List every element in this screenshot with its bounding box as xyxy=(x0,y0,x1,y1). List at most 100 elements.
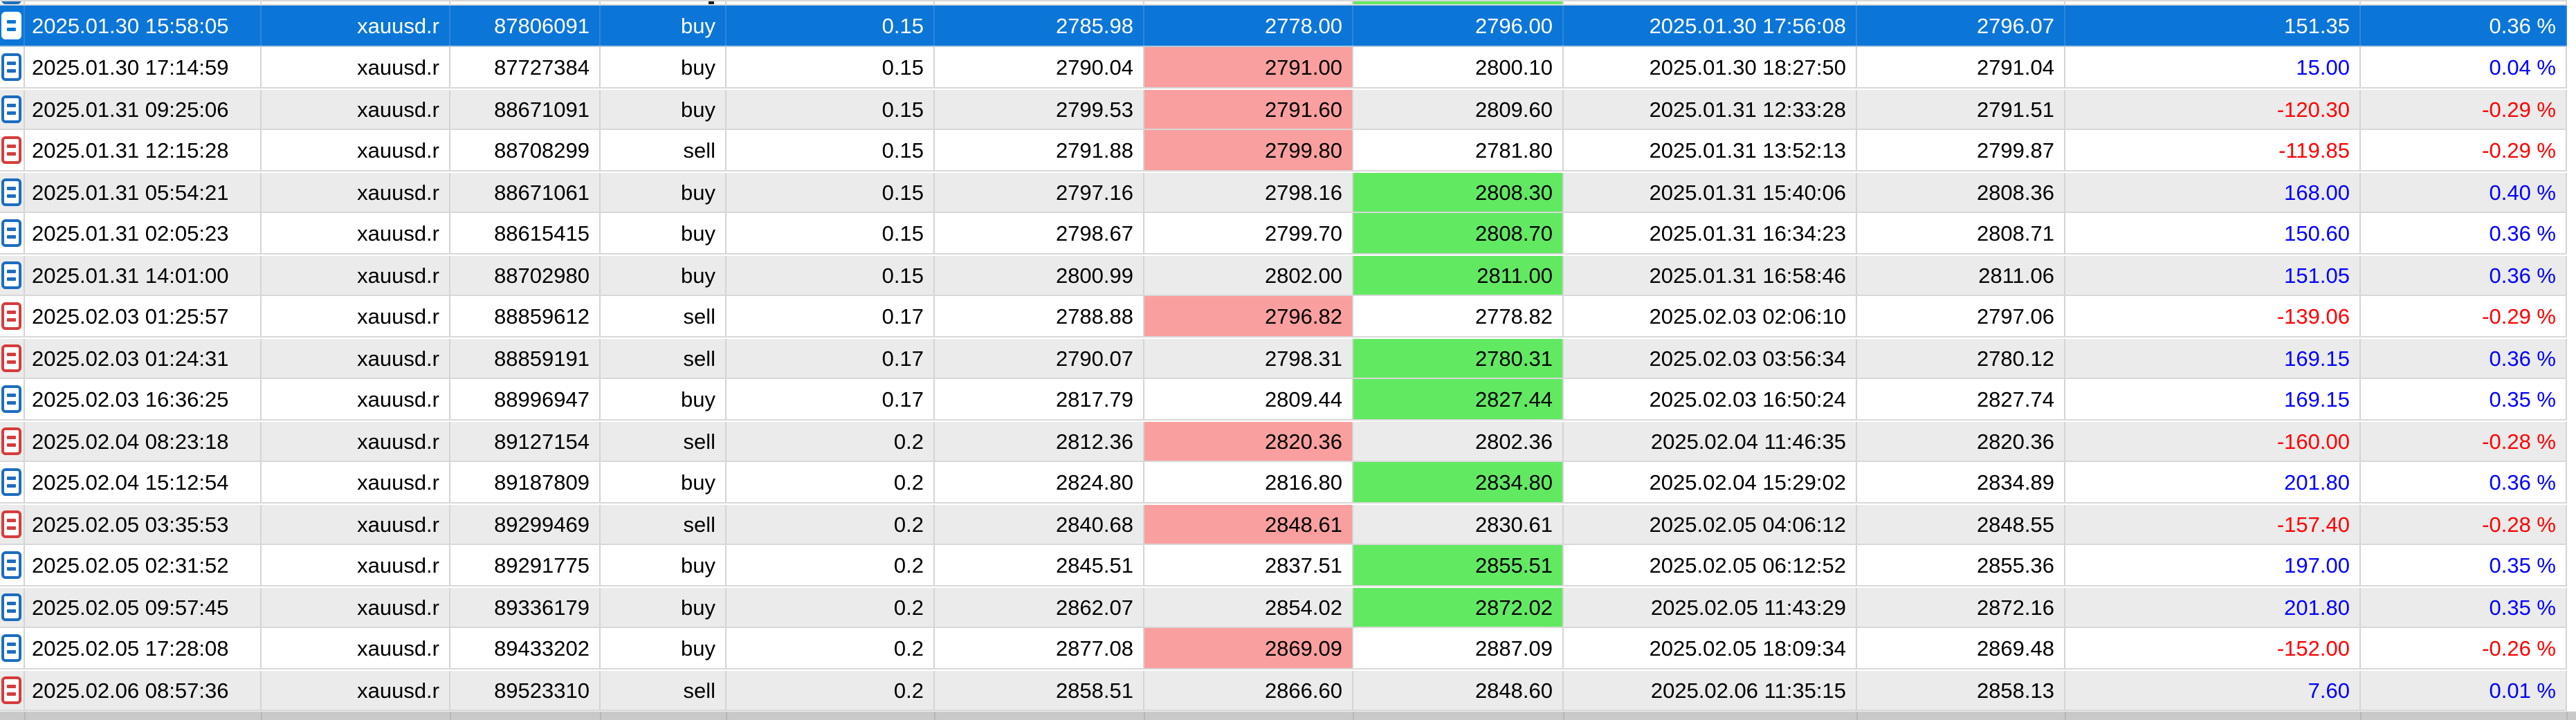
cell-take-profit: 2780.31 xyxy=(1353,339,1564,378)
cell-profit: 7.60 xyxy=(2065,671,2361,710)
table-row[interactable]: 2025.02.04 15:12:54 xauusd.r 89187809 buy 0.… xyxy=(0,462,2567,504)
cell-type: sell xyxy=(601,130,727,170)
cell-profit-percent: 0.35 % xyxy=(2361,545,2567,585)
table-row[interactable]: 2025.01.30 17:14:59 xauusd.r 87727384 buy 0.… xyxy=(0,47,2567,89)
cell-stop-loss: 2854.02 xyxy=(1144,588,1353,627)
cell-ticket: 88996947 xyxy=(450,379,601,419)
cell-symbol: xauusd.r xyxy=(262,462,450,502)
table-row[interactable]: 2025.01.31 09:25:06 xauusd.r 88671091 buy 0.… xyxy=(0,89,2567,130)
cell-type: buy xyxy=(601,47,727,87)
table-row[interactable]: 2025.02.05 09:57:45 xauusd.r 89336179 buy 0.… xyxy=(0,587,2567,628)
horizontal-scrollbar-track[interactable] xyxy=(0,711,2576,720)
cell-take-profit: 2834.80 xyxy=(1353,462,1564,502)
cell-stop-loss: 2778.00 xyxy=(1144,6,1353,46)
table-row[interactable]: 2025.02.04 08:23:18 xauusd.r 89127154 sell 0… xyxy=(0,421,2567,462)
table-row[interactable]: 2025.02.05 02:31:52 xauusd.r 89291775 buy 0.… xyxy=(0,545,2567,587)
order-icon-cell xyxy=(0,379,25,419)
cell-close-time: 2025.01.30 17:56:08 xyxy=(1564,6,1857,46)
cell-profit-percent: 0.36 % xyxy=(2361,256,2567,295)
cell-take-profit: 2796.00 xyxy=(1353,6,1564,46)
cell-close-time: 2025.01.31 12:33:28 xyxy=(1564,90,1857,129)
cell-symbol: xauusd.r xyxy=(262,379,450,419)
cell-open-price: 2877.08 xyxy=(935,628,1144,668)
cell-symbol: xauusd.r xyxy=(262,47,450,87)
cell-open-price: 2797.16 xyxy=(935,173,1144,212)
cell-open-price: 2798.67 xyxy=(935,213,1144,253)
cell-ticket: 87727384 xyxy=(450,47,601,87)
table-row[interactable]: 2025.02.03 01:25:57 xauusd.r 88859612 sell 0… xyxy=(0,296,2567,338)
cell-profit xyxy=(2065,1,2361,4)
cell-type: sell xyxy=(601,422,727,461)
cell-symbol: xauusd.r xyxy=(262,505,450,544)
cell-open-time: 2025.01.31 02:05:23 xyxy=(25,213,262,253)
sell-order-icon xyxy=(1,510,21,538)
cell-open-price: 2812.36 xyxy=(935,422,1144,461)
cell-open-price: 2800.99 xyxy=(935,256,1144,295)
scrollbar-column-tick xyxy=(2065,712,2066,720)
cell-open-time: 2025.01.30 17:14:59 xyxy=(25,47,262,87)
cell-symbol: xauusd.r xyxy=(262,90,450,129)
cell-close-time: 2025.01.30 18:27:50 xyxy=(1564,47,1857,87)
cell-stop-loss: 2848.61 xyxy=(1144,505,1353,544)
table-row[interactable]: 2025.02.05 03:35:53 xauusd.r 89299469 sell 0… xyxy=(0,504,2567,545)
table-row[interactable]: 2025.01.30 15:58:05 xauusd.r 87806091 buy 0.… xyxy=(0,6,2567,47)
table-row[interactable]: 2025.02.03 01:24:31 xauusd.r 88859191 sell 0… xyxy=(0,338,2567,379)
cell-symbol: xauusd.r xyxy=(262,173,450,212)
cell-close-time: 2025.02.05 11:43:29 xyxy=(1564,588,1857,627)
cell-type: buy xyxy=(601,90,727,129)
cell-symbol: xauusd.r xyxy=(262,256,450,295)
cell-close-price: 2796.07 xyxy=(1857,6,2065,46)
cell-open-price: 2785.98 xyxy=(935,6,1144,46)
cell-close-price xyxy=(1857,1,2065,4)
scrollbar-column-tick xyxy=(600,712,601,720)
cell-close-time: 2025.02.04 11:46:35 xyxy=(1564,422,1857,461)
cell-profit-percent: 0.04 % xyxy=(2361,47,2567,87)
cell-type: buy xyxy=(601,545,727,585)
cell-profit: -119.85 xyxy=(2065,130,2361,170)
buy-order-icon xyxy=(1,53,21,81)
cell-take-profit: 2808.30 xyxy=(1353,173,1564,212)
cell-stop-loss: 2809.44 xyxy=(1144,379,1353,419)
cell-open-price xyxy=(935,1,1144,4)
table-row[interactable]: 2025.02.05 17:28:08 xauusd.r 89433202 buy 0.… xyxy=(0,628,2567,670)
cell-volume: 0.15 xyxy=(727,47,935,87)
cell-close-time: 2025.01.31 13:52:13 xyxy=(1564,130,1857,170)
cell-type: sell xyxy=(601,296,727,336)
sell-order-icon xyxy=(1,676,21,704)
cell-profit: 151.05 xyxy=(2065,256,2361,295)
cell-close-time: 2025.02.03 03:56:34 xyxy=(1564,339,1857,378)
cell-close-price: 2808.36 xyxy=(1857,173,2065,212)
table-row[interactable] xyxy=(0,0,2567,6)
table-row[interactable]: 2025.01.31 05:54:21 xauusd.r 88671061 buy 0.… xyxy=(0,172,2567,213)
cell-volume: 0.2 xyxy=(727,505,935,544)
cell-stop-loss: 2866.60 xyxy=(1144,671,1353,710)
cell-profit: 168.00 xyxy=(2065,173,2361,212)
cell-symbol: xauusd.r xyxy=(262,130,450,170)
buy-order-icon xyxy=(1,261,21,289)
cell-close-price: 2855.36 xyxy=(1857,545,2065,585)
cell-open-time: 2025.02.04 15:12:54 xyxy=(25,462,262,502)
order-icon-cell xyxy=(0,628,25,668)
cell-profit-percent: 0.35 % xyxy=(2361,379,2567,419)
cell-close-time: 2025.01.31 16:58:46 xyxy=(1564,256,1857,295)
table-row[interactable]: 2025.01.31 14:01:00 xauusd.r 88702980 buy 0.… xyxy=(0,255,2567,296)
scrollbar-column-tick xyxy=(934,712,935,720)
cell-profit: 201.80 xyxy=(2065,588,2361,627)
table-row[interactable]: 2025.01.31 12:15:28 xauusd.r 88708299 sell 0… xyxy=(0,130,2567,172)
cell-close-price: 2872.16 xyxy=(1857,588,2065,627)
cell-volume: 0.17 xyxy=(727,379,935,419)
table-row[interactable]: 2025.01.31 02:05:23 xauusd.r 88615415 buy 0.… xyxy=(0,213,2567,255)
scrollbar-column-tick xyxy=(261,712,262,720)
cell-profit-percent: -0.28 % xyxy=(2361,505,2567,544)
table-row[interactable]: 2025.02.06 08:57:36 xauusd.r 89523310 sell 0… xyxy=(0,670,2567,711)
table-row[interactable]: 2025.02.03 16:36:25 xauusd.r 88996947 buy 0.… xyxy=(0,379,2567,421)
buy-order-icon xyxy=(1,593,21,621)
scrollbar-column-tick xyxy=(1144,712,1145,720)
cell-profit: 150.60 xyxy=(2065,213,2361,253)
order-icon-cell xyxy=(0,1,25,4)
cell-close-price: 2820.36 xyxy=(1857,422,2065,461)
cell-take-profit: 2778.82 xyxy=(1353,296,1564,336)
sell-order-icon xyxy=(1,427,21,455)
